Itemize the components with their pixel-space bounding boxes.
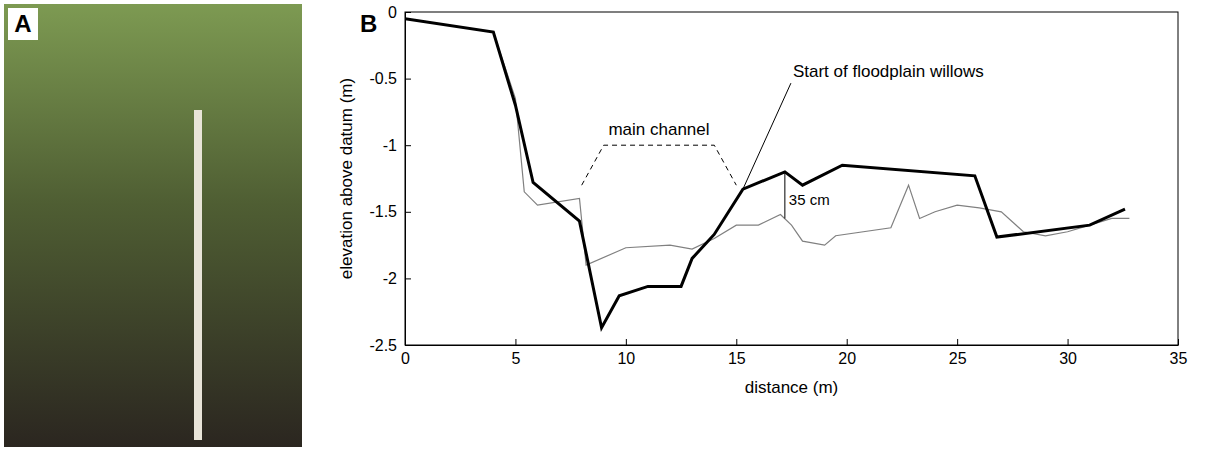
y-tick: -1.5 — [369, 203, 411, 220]
x-axis-title: distance (m) — [745, 378, 839, 397]
y-tick: -2.5 — [369, 337, 411, 354]
x-tick-label: 20 — [838, 350, 856, 367]
y-tick-label: 0 — [388, 4, 397, 21]
x-tick-mark — [957, 339, 958, 345]
x-tick: 10 — [617, 339, 635, 367]
x-axis-line — [406, 345, 1179, 346]
y-tick-mark — [405, 12, 411, 13]
leader-line — [743, 83, 791, 189]
x-tick-label: 0 — [401, 350, 410, 367]
y-tick-label: -1.5 — [369, 203, 397, 220]
x-tick: 15 — [728, 339, 746, 367]
annotation: 35 cm — [789, 191, 830, 208]
x-tick-mark — [515, 339, 516, 345]
x-tick: 20 — [838, 339, 856, 367]
y-tick-label: -2.5 — [369, 337, 397, 354]
x-tick-mark — [736, 339, 737, 345]
x-tick: 25 — [949, 339, 967, 367]
height-marker — [784, 172, 785, 219]
y-tick: -0.5 — [369, 70, 411, 87]
annotation: Start of floodplain willows — [793, 62, 984, 81]
photo — [4, 4, 302, 447]
y-tick: -2 — [383, 270, 411, 287]
x-tick-mark — [626, 339, 627, 345]
y-tick-mark — [405, 278, 411, 279]
x-tick-label: 10 — [617, 350, 635, 367]
plot-area — [405, 19, 1129, 328]
panel-label: B — [360, 10, 377, 37]
x-tick-mark — [1068, 339, 1069, 345]
panel-label-bg — [8, 8, 38, 40]
plot-frame — [405, 12, 1178, 345]
y-tick-label: -0.5 — [369, 70, 397, 87]
x-tick-label: 25 — [949, 350, 967, 367]
annotation: main channel — [608, 120, 709, 139]
x-axis: 0 5 10 15 20 25 30 35 — [401, 339, 1187, 367]
y-tick: -1 — [383, 137, 411, 154]
y-tick-mark — [405, 212, 411, 213]
figure: AB05101520253035-2.5-2-1.5-1-0.50distanc… — [0, 0, 1211, 451]
x-tick: 5 — [511, 339, 520, 367]
y-tick-mark — [405, 79, 411, 80]
x-tick-label: 35 — [1170, 350, 1188, 367]
x-tick-mark — [847, 339, 848, 345]
x-tick: 35 — [1170, 339, 1188, 367]
x-tick-label: 5 — [511, 350, 520, 367]
x-tick-label: 15 — [728, 350, 746, 367]
profile-line — [405, 19, 1129, 265]
y-tick-label: -1 — [383, 137, 397, 154]
channel-bracket — [582, 145, 737, 185]
x-tick: 30 — [1059, 339, 1077, 367]
y-axis-title: elevation above datum (m) — [337, 78, 356, 279]
y-tick-mark — [405, 345, 411, 346]
y-axis-line — [405, 13, 406, 346]
tape-measure — [194, 110, 202, 440]
panel-label: A — [14, 10, 31, 37]
x-tick-label: 30 — [1059, 350, 1077, 367]
annotations: main channel Start of floodplain willows 3… — [582, 62, 984, 218]
panel-a: A — [4, 4, 302, 447]
y-axis: -2.5 -2 -1.5 -1 -0.5 0 — [369, 4, 411, 354]
y-tick-label: -2 — [383, 270, 397, 287]
profile-line — [405, 19, 1125, 328]
y-tick-mark — [405, 145, 411, 146]
x-tick-mark — [1178, 339, 1179, 345]
